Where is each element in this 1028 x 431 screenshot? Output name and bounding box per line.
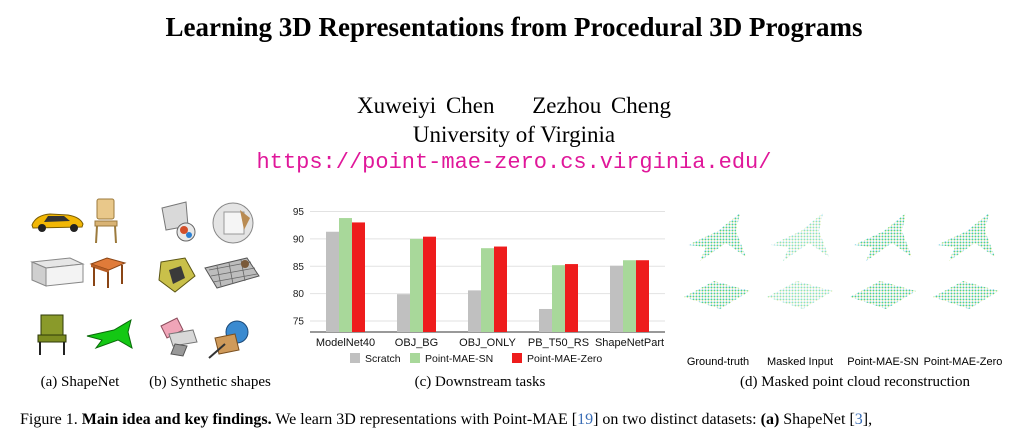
table-point-cloud: [933, 281, 999, 309]
paper-title: Learning 3D Representations from Procedu…: [165, 12, 863, 42]
bar-point-mae-sn: [410, 238, 423, 332]
caption-text: ],: [862, 411, 873, 428]
y-tick-label: 75: [293, 317, 305, 328]
bar-scratch: [468, 290, 481, 332]
bar-point-mae-zero: [352, 222, 365, 332]
bar-point-mae-zero: [494, 246, 507, 332]
bar-scratch: [610, 265, 623, 332]
shapenet-armchair-thumbnail: [37, 314, 67, 355]
x-category-label: ShapeNetPart: [595, 337, 664, 349]
bar-scratch: [539, 308, 552, 332]
legend-swatch: [350, 353, 360, 363]
panel-caption-d: (d) Masked point cloud reconstruction: [740, 374, 970, 390]
affiliation: University of Virginia: [412, 122, 616, 147]
citation-link[interactable]: 3: [854, 411, 863, 428]
figure-caption: Figure 1. Main idea and key findings. We…: [20, 411, 1020, 429]
synthetic-shape-thumbnail: [208, 320, 249, 359]
y-tick-label: 85: [293, 262, 305, 273]
y-tick-label: 90: [293, 234, 305, 245]
x-category-label: ModelNet40: [316, 337, 375, 349]
bar-point-mae-sn: [552, 265, 565, 332]
table-point-cloud: [767, 281, 833, 309]
legend-label: Point-MAE-Zero: [527, 353, 602, 365]
panel-caption-b: (b) Synthetic shapes: [149, 374, 271, 390]
author-name: Zezhou Cheng: [532, 93, 672, 118]
airplane-point-cloud: [937, 213, 995, 261]
reconstruction-label: Point-MAE-SN: [847, 356, 919, 368]
caption-text: We learn 3D representations with Point-M…: [275, 411, 578, 428]
x-category-label: OBJ_ONLY: [459, 337, 516, 349]
legend-swatch: [410, 353, 420, 363]
shapenet-chair-thumbnail: [94, 198, 118, 244]
synthetic-shape-thumbnail: [212, 202, 254, 244]
x-category-label: OBJ_BG: [395, 337, 438, 349]
panel-caption-a: (a) ShapeNet: [40, 374, 120, 390]
bar-point-mae-sn: [623, 260, 636, 332]
bar-scratch: [326, 231, 339, 332]
synthetic-shape-thumbnail: [204, 257, 260, 289]
legend-label: Point-MAE-SN: [425, 353, 493, 365]
caption-bold: (a): [760, 411, 780, 428]
figure-label: Figure 1.: [20, 411, 78, 428]
shapenet-car-thumbnail: [31, 213, 84, 232]
legend-label: Scratch: [365, 353, 401, 365]
reconstruction-label: Masked Input: [766, 356, 834, 368]
bar-point-mae-zero: [423, 236, 436, 332]
caption-text: ] on two distinct datasets:: [593, 411, 757, 428]
citation-link[interactable]: 19: [577, 411, 594, 428]
airplane-point-cloud: [854, 213, 912, 261]
panel-caption-c: (c) Downstream tasks: [414, 374, 546, 390]
reconstruction-label: Point-MAE-Zero: [923, 356, 1003, 368]
point-cloud-reconstruction-grid: [684, 213, 999, 347]
airplane-point-cloud: [688, 213, 746, 261]
table-point-cloud: [850, 281, 916, 309]
y-tick-label: 95: [293, 207, 305, 218]
shapenet-desk-thumbnail: [30, 257, 85, 287]
shapenet-table-thumbnail: [89, 257, 127, 288]
caption-text: ShapeNet [: [783, 411, 855, 428]
reconstruction-label: Ground-truth: [686, 356, 750, 368]
legend-swatch: [512, 353, 522, 363]
project-url-link[interactable]: https://point-mae-zero.cs.virginia.edu/: [256, 150, 772, 175]
y-tick-label: 80: [293, 289, 305, 300]
bar-point-mae-zero: [565, 264, 578, 332]
table-point-cloud: [684, 281, 750, 309]
author-list: Xuweiyi Chen Zezhou Cheng: [0, 93, 1028, 119]
synthetic-shape-thumbnail: [158, 257, 196, 293]
airplane-point-cloud: [771, 213, 829, 261]
synthetic-shape-thumbnail: [161, 201, 196, 242]
bar-point-mae-sn: [481, 248, 494, 332]
author-name: Xuweiyi Chen: [356, 93, 495, 118]
bar-point-mae-zero: [636, 260, 649, 332]
synthetic-shape-thumbnail: [160, 317, 198, 357]
bar-scratch: [397, 294, 410, 332]
x-category-label: PB_T50_RS: [528, 337, 589, 349]
downstream-tasks-bar-chart: 75 80 85 90 95 ModelNet40 OBJ_BG OBJ_ONLY PB_T5…: [293, 207, 665, 365]
shapenet-airplane-thumbnail: [86, 318, 133, 350]
bar-point-mae-sn: [339, 218, 352, 332]
caption-bold: Main idea and key findings.: [81, 411, 272, 428]
